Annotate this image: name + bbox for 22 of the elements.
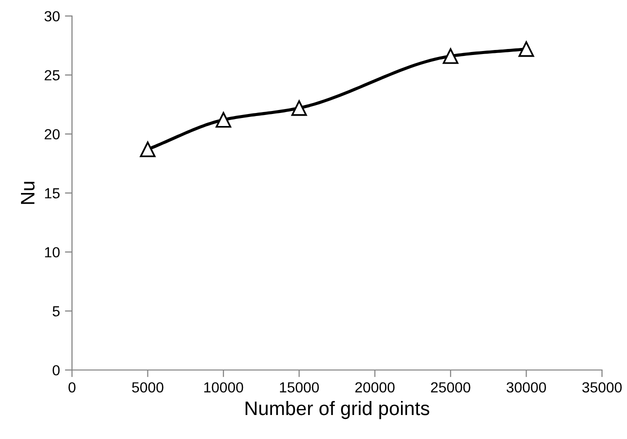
x-tick-label: 5000 [132,382,164,393]
x-tick-label: 20000 [355,382,395,393]
x-tick-label: 10000 [204,382,244,393]
x-tick-label: 35000 [582,382,622,393]
y-tick-label: 0 [52,365,60,376]
x-tick-label: 15000 [280,382,319,393]
x-tick-label: 25000 [431,382,470,393]
x-tick-label: 0 [68,382,76,393]
y-tick-label: 25 [44,70,60,80]
point [140,142,156,158]
x-tick-label: 30000 [506,382,546,393]
point [291,100,307,116]
y-tick-label: 30 [44,11,60,22]
y-tick-label: 10 [45,247,60,258]
y-tick-label: 5 [52,306,60,316]
point [442,48,458,64]
y-tick-label: 20 [44,129,60,140]
point [518,41,534,57]
y-axis-title: Nu [21,182,35,204]
point [216,112,232,128]
x-axis-title: Number of grid points [246,400,430,420]
y-tick-label: 15 [45,188,60,198]
